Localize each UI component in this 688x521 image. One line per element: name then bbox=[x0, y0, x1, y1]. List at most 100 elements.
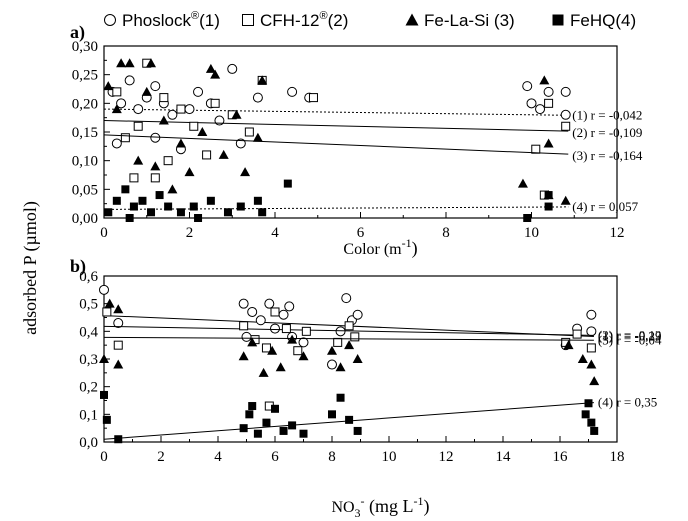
panel-a-ytick-label: 0,20 bbox=[72, 96, 98, 112]
panel-a-series-4-point bbox=[283, 179, 292, 188]
panel-b-series-4-point bbox=[239, 424, 248, 433]
panel-a-ytick-label: 0,25 bbox=[72, 68, 98, 84]
panel-b-series-2-point bbox=[113, 340, 123, 350]
panel-b-series-4-point bbox=[100, 390, 108, 399]
panel-a-xtick-label: 0 bbox=[100, 225, 108, 241]
panel-a-series-1-point bbox=[124, 75, 135, 86]
legend-marker-4 bbox=[552, 14, 564, 26]
panel-b-series-2-point bbox=[333, 337, 343, 347]
panel-b-series-3-point bbox=[327, 345, 337, 355]
panel-a-series-1-point bbox=[167, 109, 178, 120]
panel-a-ytick-label: 0,00 bbox=[72, 211, 98, 227]
panel-b-ytick-label: 0,1 bbox=[79, 407, 98, 423]
panel-a-series-1-point bbox=[116, 98, 127, 109]
panel-b-ytick-label: 0,3 bbox=[79, 352, 98, 368]
panel-a-series-2-point bbox=[561, 121, 571, 131]
panel-b-series-1-point bbox=[586, 326, 597, 337]
panel-a-series-3-point bbox=[158, 115, 169, 125]
panel-a-series-1-point bbox=[560, 86, 571, 97]
panel-a-series-1-point bbox=[133, 104, 144, 115]
panel-b-series-3-point bbox=[586, 359, 597, 369]
panel-a-series-4-point bbox=[194, 214, 203, 222]
panel-b-series-1-point bbox=[270, 323, 280, 334]
panel-a-series-3-r-label: (3) r = -0,164 bbox=[572, 148, 643, 163]
panel-b-series-3-point bbox=[352, 354, 363, 363]
panel-b-series-3-point bbox=[577, 354, 588, 363]
panel-a-xtick-label: 12 bbox=[610, 225, 625, 241]
panel-b-series-1-r-label: (1) r = -0,29 bbox=[598, 328, 662, 343]
panel-a-series-3-point bbox=[103, 81, 114, 91]
panel-b-series-2-point bbox=[586, 343, 596, 353]
panel-a-xtick-label: 8 bbox=[442, 225, 450, 241]
legend-marker-1 bbox=[104, 14, 116, 26]
panel-a-series-3-point bbox=[205, 63, 216, 73]
panel-b-series-2-point bbox=[301, 326, 311, 336]
panel-a-series-4-point bbox=[147, 208, 156, 217]
panel-b-series-1-point bbox=[284, 301, 295, 312]
panel-a-series-1-point bbox=[287, 86, 298, 97]
panel-b-xtick-label: 0 bbox=[100, 449, 108, 465]
panel-b-series-1-point bbox=[264, 298, 275, 309]
panel-b-series-4-point bbox=[253, 429, 262, 438]
panel-a-series-3-point bbox=[197, 127, 208, 136]
panel-b-series-2-point bbox=[270, 307, 280, 317]
panel-b-series-3-point bbox=[104, 298, 115, 308]
panel-a-series-4-point bbox=[155, 191, 164, 200]
panel-b-xtick-label: 2 bbox=[157, 449, 165, 465]
panel-b-ytick-label: 0,2 bbox=[79, 380, 98, 396]
panel-a-series-2-point bbox=[202, 150, 212, 160]
panel-a-xtick-label: 2 bbox=[186, 225, 194, 241]
panel-b-series-1-point bbox=[327, 359, 337, 370]
panel-a-series-2-point bbox=[210, 98, 220, 108]
panel-a-label: a) bbox=[70, 22, 85, 43]
panel-b-series-1-point bbox=[335, 326, 346, 337]
panel-a-xtick-label: 4 bbox=[271, 225, 279, 241]
panel-a-series-2-point bbox=[112, 87, 122, 97]
panel-a-series-1-point bbox=[535, 104, 546, 115]
legend-label-2: CFH-12®(2) bbox=[260, 10, 348, 30]
panel-a-series-4-point bbox=[236, 202, 245, 211]
panel-b-xtick-label: 6 bbox=[271, 449, 279, 465]
panel-a-series-3-point bbox=[252, 132, 263, 142]
panel-a-series-4-r-label: (4) r = 0,057 bbox=[572, 199, 638, 214]
panel-b-series-3-point bbox=[344, 340, 355, 350]
panel-b-series-3-point bbox=[258, 367, 269, 377]
panel-b-ytick-label: 0,4 bbox=[79, 324, 98, 340]
panel-a-series-3-point bbox=[111, 104, 122, 114]
panel-b-series-3-point bbox=[99, 354, 109, 363]
panel-b-series-3-point bbox=[275, 362, 286, 372]
panel-b-series-2-point bbox=[572, 329, 582, 339]
panel-a-series-3-point bbox=[539, 75, 550, 85]
panel-a-series-2-point bbox=[159, 93, 169, 103]
panel-a-series-4-point bbox=[129, 202, 138, 211]
panel-a-series-1-point bbox=[150, 81, 161, 92]
panel-b-series-2-r-label: (2) r = -0,12 bbox=[598, 327, 662, 342]
legend-marker-3 bbox=[405, 13, 419, 26]
panel-a-series-2-point bbox=[308, 93, 318, 103]
panel-b-series-4-point bbox=[299, 429, 308, 438]
panel-b-series-4-point bbox=[288, 421, 297, 430]
panel-a-series-4-point bbox=[258, 208, 267, 217]
panel-a-series-2-r-label: (2) r = -0,109 bbox=[572, 125, 642, 140]
panel-a-xtick-label: 10 bbox=[524, 225, 539, 241]
panel-b-series-4-r-label: (4) r = 0,35 bbox=[598, 395, 657, 410]
panel-a-series-1-point bbox=[543, 86, 554, 97]
panel-b-series-1-point bbox=[241, 331, 252, 342]
y-axis-label: adsorbed P (µmol) bbox=[20, 201, 41, 335]
panel-b-series-4-point bbox=[353, 426, 362, 435]
panel-b-series-3-point bbox=[238, 351, 249, 361]
panel-b-series-1-point bbox=[247, 306, 258, 317]
panel-b-series-3-point bbox=[267, 345, 278, 355]
panel-b-series-2-point bbox=[344, 321, 354, 331]
panel-a-series-1-point bbox=[150, 132, 161, 143]
panel-a-series-3-point bbox=[257, 75, 268, 85]
panel-a-series-3-point bbox=[184, 167, 195, 177]
panel-b-series-2-point bbox=[261, 343, 271, 353]
panel-b-ytick-label: 0,6 bbox=[79, 269, 98, 285]
panel-a-series-3-point bbox=[543, 138, 554, 148]
panel-b-series-1-point bbox=[278, 309, 289, 320]
panel-b-series-2-fit-line bbox=[103, 325, 594, 336]
panel-a-series-3-fit-line bbox=[103, 134, 569, 155]
panel-b-label: b) bbox=[70, 256, 86, 277]
